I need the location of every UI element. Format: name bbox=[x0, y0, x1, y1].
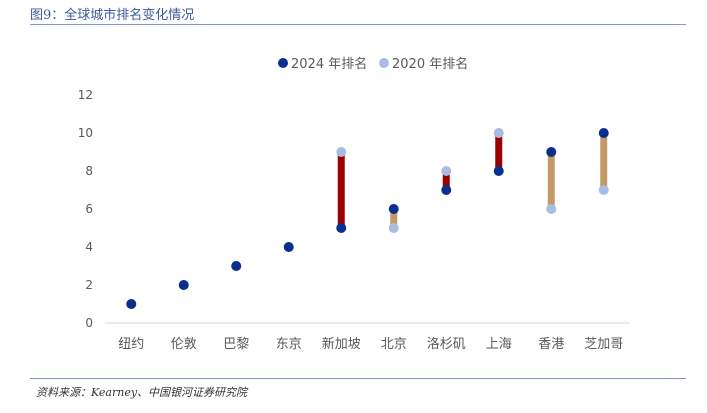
point-2024 bbox=[441, 185, 452, 195]
x-category-label: 北京 bbox=[381, 337, 407, 352]
y-tick-label: 2 bbox=[85, 278, 93, 292]
point-2024 bbox=[493, 166, 504, 176]
figure-title: 图9：全球城市排名变化情况 bbox=[30, 8, 195, 23]
source-note: 资料来源：Kearney、中国银河证券研究院 bbox=[36, 386, 248, 399]
point-2024 bbox=[546, 147, 557, 157]
point-2020 bbox=[441, 166, 452, 176]
point-2024 bbox=[283, 242, 294, 252]
point-2020 bbox=[493, 128, 504, 138]
x-category-label: 香港 bbox=[538, 337, 564, 352]
y-tick-label: 8 bbox=[85, 164, 93, 178]
point-2024 bbox=[388, 204, 399, 214]
y-tick-label: 4 bbox=[85, 240, 93, 254]
y-tick-label: 0 bbox=[85, 316, 93, 330]
x-category-label: 上海 bbox=[486, 337, 512, 352]
y-tick-label: 12 bbox=[78, 88, 93, 102]
x-category-label: 伦敦 bbox=[171, 336, 197, 352]
point-2024 bbox=[178, 280, 189, 290]
x-category-label: 纽约 bbox=[118, 337, 144, 352]
legend-label-2024: 2024 年排名 bbox=[291, 56, 367, 72]
point-2024 bbox=[231, 261, 242, 271]
y-tick-label: 10 bbox=[78, 126, 93, 140]
point-2024 bbox=[126, 299, 137, 309]
x-category-label: 巴黎 bbox=[223, 337, 249, 352]
point-2024 bbox=[598, 128, 609, 138]
point-2020 bbox=[388, 223, 399, 233]
legend-marker-2020 bbox=[379, 58, 389, 68]
legend-label-2020: 2020 年排名 bbox=[392, 56, 468, 72]
source-rule bbox=[30, 378, 686, 379]
point-2020 bbox=[598, 185, 609, 195]
y-tick-label: 6 bbox=[85, 202, 93, 216]
x-category-label: 洛杉矶 bbox=[427, 337, 466, 352]
point-2020 bbox=[546, 204, 557, 214]
x-category-label: 东京 bbox=[276, 337, 302, 352]
point-2024 bbox=[336, 223, 347, 233]
x-category-label: 芝加哥 bbox=[584, 336, 623, 352]
title-rule bbox=[30, 24, 686, 25]
point-2020 bbox=[336, 147, 347, 157]
x-category-label: 新加坡 bbox=[322, 336, 361, 352]
legend-marker-2024 bbox=[278, 58, 288, 68]
